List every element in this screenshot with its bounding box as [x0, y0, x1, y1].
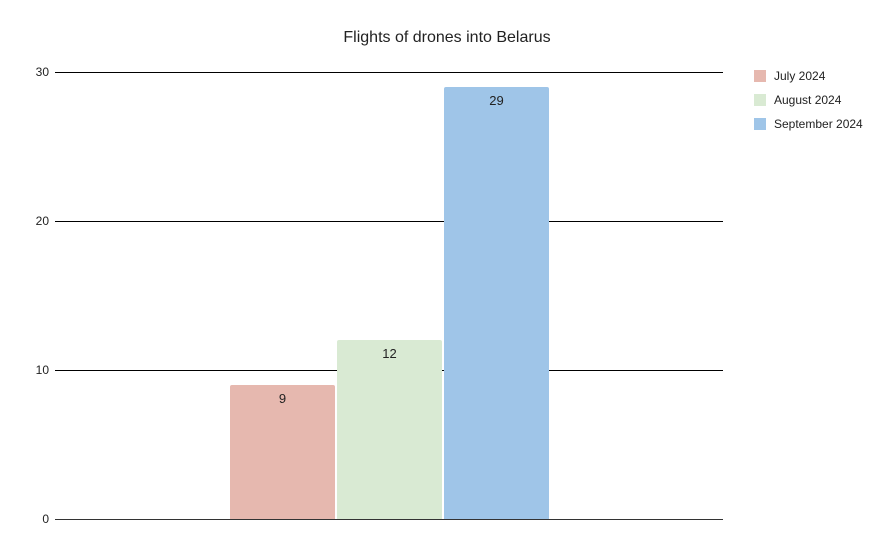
- bar-value-label: 29: [489, 93, 504, 108]
- x-axis-baseline: [55, 519, 723, 520]
- y-tick-0: 0: [42, 512, 49, 526]
- y-tick-30: 30: [35, 65, 49, 79]
- y-tick-20: 20: [35, 214, 49, 228]
- y-tick-10: 10: [35, 363, 49, 377]
- bar-july-2024[interactable]: 9: [230, 385, 335, 519]
- chart-title: Flights of drones into Belarus: [343, 29, 551, 46]
- legend-item-september-2024[interactable]: September 2024: [754, 112, 863, 136]
- legend-swatch: [754, 70, 766, 82]
- legend-label: July 2024: [774, 69, 826, 83]
- legend-label: August 2024: [774, 93, 842, 107]
- legend-item-july-2024[interactable]: July 2024: [754, 64, 863, 88]
- bar-value-label: 12: [382, 346, 397, 361]
- legend-label: September 2024: [774, 117, 863, 131]
- gridline-20: [55, 221, 723, 222]
- legend-item-august-2024[interactable]: August 2024: [754, 88, 863, 112]
- bar-august-2024[interactable]: 12: [337, 340, 442, 519]
- legend-swatch: [754, 118, 766, 130]
- bar-value-label: 9: [278, 391, 287, 406]
- plot-area: 9 12 29: [55, 72, 723, 520]
- bar-september-2024[interactable]: 29: [444, 87, 549, 519]
- gridline-30: [55, 72, 723, 73]
- legend-swatch: [754, 94, 766, 106]
- legend: July 2024 August 2024 September 2024: [754, 64, 863, 136]
